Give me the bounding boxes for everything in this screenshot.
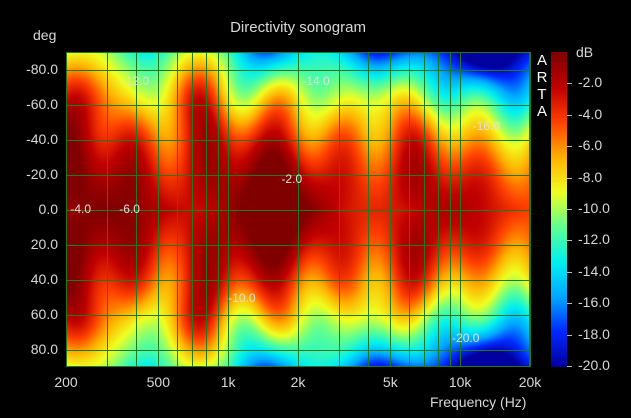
plot-frame <box>66 52 530 367</box>
y-tick-label: -60.0 <box>26 95 58 112</box>
x-tick-label: 500 <box>146 374 170 390</box>
colorbar-tick-label: -12.0 <box>578 231 610 248</box>
y-tick-label: 60.0 <box>30 305 58 322</box>
x-tick-label: 20k <box>518 374 542 390</box>
contour-label: -6.0 <box>119 201 140 216</box>
x-tick-label: 5k <box>382 374 398 390</box>
y-tick-label: 20.0 <box>30 235 58 252</box>
arta-watermark-letter: T <box>537 86 547 103</box>
arta-watermark-letter: A <box>536 103 547 120</box>
x-tick-label: 2k <box>290 374 306 390</box>
y-tick-label: 40.0 <box>30 270 58 287</box>
colorbar-tick-label: -16.0 <box>578 294 610 311</box>
y-tick-label: 0.0 <box>38 200 58 217</box>
colorbar-tick-label: -6.0 <box>578 137 603 154</box>
contour-label: -4.0 <box>70 201 92 216</box>
contour-label: -20.0 <box>452 331 480 345</box>
colorbar-tick-label: -18.0 <box>578 325 610 342</box>
y-tick-label: -20.0 <box>26 165 58 182</box>
y-axis-label: deg <box>33 27 57 43</box>
y-tick-label: 80.0 <box>30 340 58 357</box>
y-tick-label: -40.0 <box>26 130 58 147</box>
colorbar-canvas <box>551 52 567 367</box>
colorbar-tick-label: -8.0 <box>578 168 603 185</box>
y-tick-label: -80.0 <box>26 60 58 77</box>
contour-label: -2.0 <box>281 171 303 186</box>
colorbar-tick-label: -4.0 <box>578 105 603 122</box>
arta-watermark-letter: A <box>536 52 547 69</box>
contour-label: -10.0 <box>228 290 256 305</box>
x-tick-label: 10k <box>448 374 472 390</box>
colorbar-label: dB <box>576 44 594 60</box>
colorbar-tick-label: -2.0 <box>578 74 603 91</box>
x-tick-label: 1k <box>220 374 236 390</box>
colorbar-tick-label: -10.0 <box>578 200 610 216</box>
contour-label: -12.0 <box>121 73 150 88</box>
arta-watermark-letter: R <box>536 69 548 86</box>
chart-title: Directivity sonogram <box>230 19 366 36</box>
colorbar-tick-label: -14.0 <box>578 262 610 279</box>
contour-label: -16.0 <box>472 119 500 134</box>
contour-label: -14.0 <box>302 73 330 88</box>
colorbar-tick-label: -20.0 <box>578 357 610 373</box>
x-axis-label: Frequency (Hz) <box>430 394 527 410</box>
x-tick-label: 200 <box>54 374 78 390</box>
